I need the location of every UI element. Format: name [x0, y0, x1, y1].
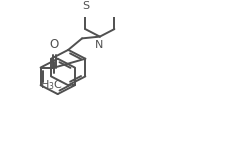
Text: S: S — [83, 0, 90, 11]
Text: N: N — [95, 40, 104, 50]
Text: H$_3$C: H$_3$C — [40, 78, 63, 92]
Text: O: O — [50, 38, 59, 51]
